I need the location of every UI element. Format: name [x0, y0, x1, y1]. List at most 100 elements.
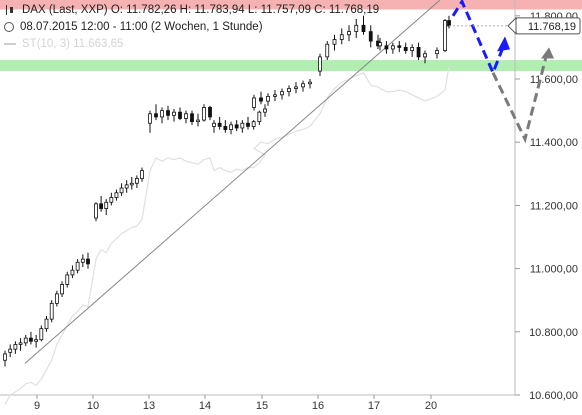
candle-body [13, 344, 18, 350]
projection-primary-arrowhead [497, 36, 510, 52]
candle-body [202, 107, 206, 121]
candle-body [148, 113, 152, 124]
candle-body [361, 24, 366, 33]
candle-body [166, 110, 170, 116]
candle-body [212, 122, 216, 127]
candle-body [109, 197, 114, 203]
indicator-header: ST(10, 3) 11.663,65 [4, 38, 123, 50]
x-tick-label: 9 [34, 400, 40, 412]
candle-body [384, 45, 389, 50]
y-tick-label: 10.600,00 [529, 390, 578, 402]
candle-body [60, 283, 64, 295]
candle-body [301, 83, 305, 88]
indicator-line-icon [4, 43, 16, 45]
x-tick-label: 17 [368, 400, 380, 412]
candle-body [423, 53, 427, 58]
candle-body [70, 269, 75, 276]
candle-body [403, 47, 408, 51]
candle-body [75, 261, 80, 271]
candle-body [368, 31, 373, 42]
last-price-pointer [507, 16, 517, 36]
indicator-text: ST(10, 3) 11.663,65 [22, 38, 124, 50]
candle-body [160, 110, 164, 118]
candle-body [435, 50, 439, 55]
candle-body [39, 328, 44, 341]
supertrend-line [4, 66, 450, 405]
candle-body [44, 318, 49, 330]
candle-body [94, 203, 98, 219]
candle-body [34, 339, 39, 342]
candle-body [217, 122, 222, 127]
projection-alt-arrowhead [541, 47, 554, 59]
candle-body [266, 95, 270, 102]
x-tick-label: 13 [143, 400, 155, 412]
candle-body [80, 258, 85, 263]
candle-body [259, 97, 263, 102]
candle-body [443, 20, 447, 51]
x-tick-label: 14 [199, 400, 211, 412]
candle-body [178, 111, 182, 119]
candle-body [390, 45, 395, 50]
candle-body [134, 178, 139, 184]
resistance-zone [0, 0, 582, 10]
candle-body [124, 184, 129, 189]
candlestick-icon[interactable] [4, 4, 16, 16]
candle-body [252, 97, 256, 108]
y-tick-label: 11.200,00 [530, 200, 578, 212]
candle-body [104, 201, 109, 209]
y-tick-label: 11.600,00 [530, 74, 578, 86]
candle-body [273, 94, 277, 97]
candle-body [99, 203, 104, 209]
x-tick-label: 15 [256, 400, 268, 412]
candle-body [263, 108, 267, 113]
candle-body [240, 122, 245, 129]
x-tick-label: 10 [87, 400, 99, 412]
candle-body [308, 81, 312, 85]
candle-body [246, 122, 250, 127]
candle-body [378, 42, 382, 47]
support-zone [0, 60, 582, 72]
candle-body [294, 86, 298, 89]
candle-body [54, 293, 59, 304]
candle-body [23, 337, 28, 344]
candle-body [447, 20, 451, 27]
candle-body [29, 337, 33, 342]
period-header: 08.07.2015 12:00 - 11:00 (2 Wochen, 1 St… [4, 21, 263, 33]
candle-body [129, 182, 134, 186]
candle-body [339, 34, 344, 40]
instrument-header: DAX (Last, XXP) O: 11.782,26 H: 11.783,9… [4, 4, 379, 16]
candle-body [416, 47, 421, 58]
instrument-ohlc: DAX (Last, XXP) O: 11.782,26 H: 11.783,9… [22, 4, 380, 16]
candle-body [397, 45, 402, 48]
candle-body [251, 121, 256, 127]
candle-body [347, 31, 351, 36]
trendline [24, 0, 441, 364]
candle-body [3, 353, 7, 361]
candle-body [184, 113, 188, 119]
candle-body [332, 39, 337, 45]
last-price-label: 11.768,19 [528, 21, 576, 33]
settings-icon[interactable] [4, 22, 14, 32]
candle-body [234, 124, 239, 129]
candle-body [65, 274, 70, 285]
candle-body [223, 126, 228, 130]
candle-body [119, 187, 124, 194]
candle-body [208, 107, 212, 118]
candle-body [8, 348, 13, 353]
candle-body [325, 43, 330, 58]
projection-primary-path [451, 0, 505, 77]
candle-body [354, 24, 359, 33]
y-tick-label: 11.000,00 [530, 264, 578, 276]
y-tick-label: 10.800,00 [529, 327, 578, 339]
candle-body [410, 47, 415, 51]
candle-body [154, 113, 158, 118]
candle-body [172, 111, 176, 116]
candle-body [318, 56, 322, 72]
candle-body [196, 119, 200, 123]
candle-body [114, 192, 119, 198]
x-tick-label: 20 [425, 400, 437, 412]
candle-body [280, 91, 284, 96]
candle-body [257, 111, 262, 123]
candle-body [49, 302, 54, 320]
